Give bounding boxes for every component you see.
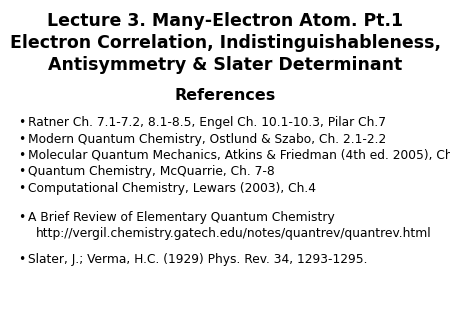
Text: •: • — [18, 182, 25, 195]
Text: Lecture 3. Many-Electron Atom. Pt.1: Lecture 3. Many-Electron Atom. Pt.1 — [47, 12, 403, 30]
Text: Quantum Chemistry, McQuarrie, Ch. 7-8: Quantum Chemistry, McQuarrie, Ch. 7-8 — [28, 165, 275, 178]
Text: A Brief Review of Elementary Quantum Chemistry: A Brief Review of Elementary Quantum Che… — [28, 211, 335, 223]
Text: •: • — [18, 253, 25, 266]
Text: Antisymmetry & Slater Determinant: Antisymmetry & Slater Determinant — [48, 56, 402, 74]
Text: •: • — [18, 116, 25, 129]
Text: •: • — [18, 133, 25, 145]
Text: References: References — [175, 88, 275, 103]
Text: •: • — [18, 211, 25, 223]
Text: •: • — [18, 149, 25, 162]
Text: Electron Correlation, Indistinguishableness,: Electron Correlation, Indistinguishablen… — [9, 34, 441, 52]
Text: Ratner Ch. 7.1-7.2, 8.1-8.5, Engel Ch. 10.1-10.3, Pilar Ch.7: Ratner Ch. 7.1-7.2, 8.1-8.5, Engel Ch. 1… — [28, 116, 386, 129]
Text: Computational Chemistry, Lewars (2003), Ch.4: Computational Chemistry, Lewars (2003), … — [28, 182, 316, 195]
Text: http://vergil.chemistry.gatech.edu/notes/quantrev/quantrev.html: http://vergil.chemistry.gatech.edu/notes… — [36, 227, 432, 240]
Text: Molecular Quantum Mechanics, Atkins & Friedman (4th ed. 2005), Ch.7: Molecular Quantum Mechanics, Atkins & Fr… — [28, 149, 450, 162]
Text: Modern Quantum Chemistry, Ostlund & Szabo, Ch. 2.1-2.2: Modern Quantum Chemistry, Ostlund & Szab… — [28, 133, 386, 145]
Text: Slater, J.; Verma, H.C. (1929) Phys. Rev. 34, 1293-1295.: Slater, J.; Verma, H.C. (1929) Phys. Rev… — [28, 253, 368, 266]
Text: •: • — [18, 165, 25, 178]
